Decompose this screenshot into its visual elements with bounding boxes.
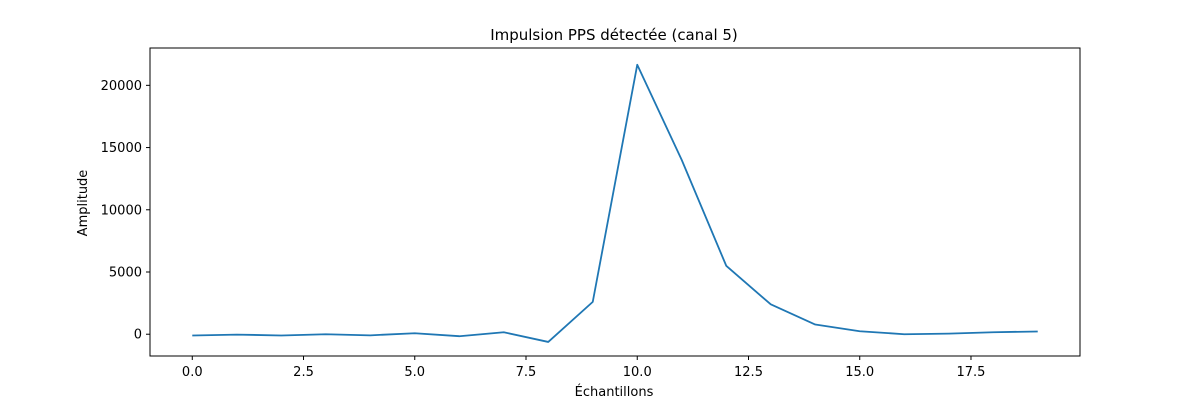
series-layer [192, 63, 1038, 343]
data-point [592, 301, 593, 302]
x-tick-label: 10.0 [623, 365, 652, 380]
x-tick-label: 0.0 [182, 365, 203, 380]
data-point [236, 334, 237, 335]
y-tick-label: 0 [134, 328, 142, 343]
series-line [192, 63, 1038, 343]
chart-title: Impulsion PPS détectée (canal 5) [490, 26, 738, 44]
data-point [281, 335, 282, 336]
data-point [459, 336, 460, 337]
data-point [726, 265, 727, 266]
data-point [993, 332, 994, 333]
x-tick-label: 15.0 [845, 365, 874, 380]
data-point [1037, 331, 1038, 332]
y-tick-label: 10000 [101, 203, 142, 218]
data-point [948, 333, 949, 334]
data-point [548, 341, 549, 342]
data-point [325, 334, 326, 335]
data-point [815, 324, 816, 325]
data-point [681, 160, 682, 161]
y-tick-label: 5000 [109, 266, 142, 281]
data-point [414, 333, 415, 334]
x-tick-label: 17.5 [957, 365, 986, 380]
x-axis: 0.0 2.5 5.0 7.5 10.0 12.5 15.0 17.5 [182, 356, 986, 380]
y-axis-label: Amplitude [76, 170, 91, 237]
plot-frame [149, 47, 1081, 357]
x-tick-label: 2.5 [293, 365, 314, 380]
data-point [637, 64, 638, 65]
x-axis-label: Échantillons [575, 384, 654, 400]
x-tick-label: 12.5 [734, 365, 763, 380]
y-tick-label: 15000 [101, 141, 142, 156]
data-point [192, 335, 193, 336]
y-axis: 0 5000 10000 15000 20000 [101, 79, 150, 343]
data-point [370, 335, 371, 336]
y-tick-label: 20000 [101, 79, 142, 94]
x-tick-label: 7.5 [516, 365, 537, 380]
x-tick-label: 5.0 [404, 365, 425, 380]
data-point [770, 304, 771, 305]
data-point [904, 334, 905, 335]
data-point [503, 332, 504, 333]
data-point [859, 331, 860, 332]
